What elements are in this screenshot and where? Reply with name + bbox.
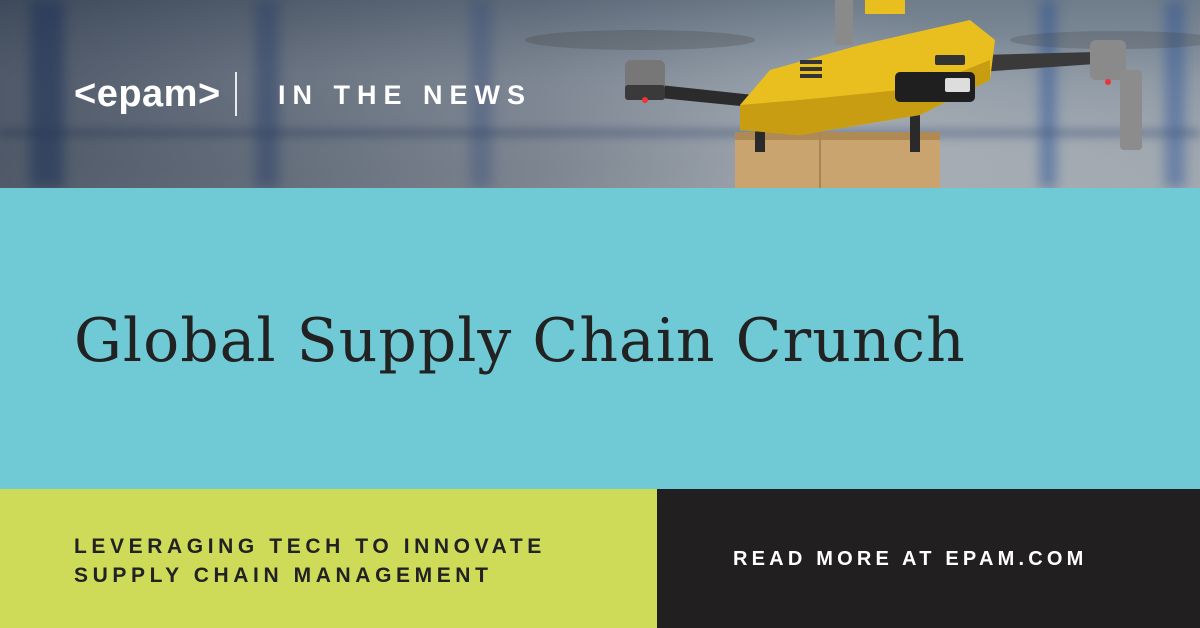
subtitle-line-1: LEVERAGING TECH TO INNOVATE (74, 535, 546, 558)
section-label: IN THE NEWS (278, 80, 533, 110)
cta-band: READ MORE AT EPAM.COM (657, 489, 1200, 628)
subtitle-line-2: SUPPLY CHAIN MANAGEMENT (74, 564, 493, 587)
headline-band: Global Supply Chain Crunch (0, 188, 1200, 489)
header-divider (235, 72, 237, 116)
subtitle-band: LEVERAGING TECH TO INNOVATE SUPPLY CHAIN… (0, 489, 657, 628)
subtitle: LEVERAGING TECH TO INNOVATE SUPPLY CHAIN… (74, 532, 546, 590)
read-more-link[interactable]: READ MORE AT EPAM.COM (733, 548, 1088, 570)
epam-logo[interactable]: <epam> (74, 73, 221, 115)
header-photo: <epam> IN THE NEWS (0, 0, 1200, 188)
drone-icon (525, 0, 1200, 188)
page-title: Global Supply Chain Crunch (74, 306, 966, 376)
